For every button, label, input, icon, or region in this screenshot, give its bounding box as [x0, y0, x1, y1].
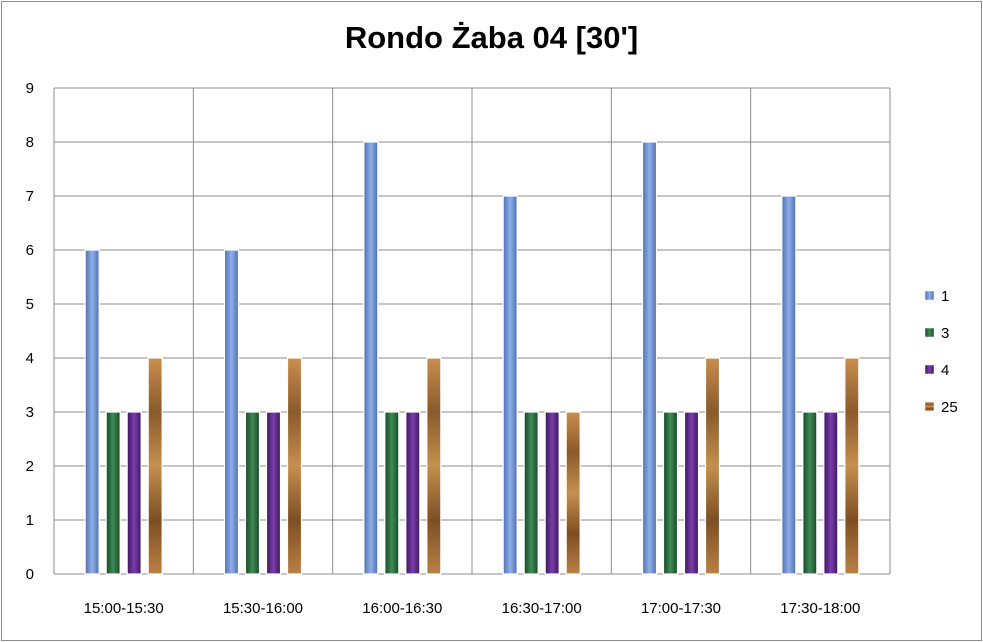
bar-series-1 — [84, 249, 100, 575]
y-tick-label: 9 — [26, 80, 34, 97]
bar-series-1 — [641, 141, 658, 575]
y-tick-label: 2 — [26, 458, 34, 475]
y-tick-label: 3 — [26, 404, 34, 421]
bar-series-1 — [363, 141, 379, 575]
bar-series-25 — [286, 357, 303, 575]
legend-label-4: 4 — [941, 362, 949, 379]
y-tick-label: 4 — [26, 350, 34, 367]
bar-series-1 — [223, 249, 240, 575]
bar-series-4 — [683, 411, 700, 575]
legend-label-25: 25 — [941, 399, 958, 416]
x-tick-label: 17:30-18:00 — [780, 600, 860, 617]
bar-series-4 — [126, 411, 142, 575]
legend-label-1: 1 — [941, 288, 949, 305]
y-tick-label: 6 — [26, 242, 34, 259]
legend-swatch-25 — [924, 401, 935, 412]
legend-swatch-4 — [924, 364, 935, 375]
x-tick-label: 15:00-15:30 — [84, 600, 164, 617]
legend-swatch-1 — [924, 290, 935, 301]
y-tick-label: 5 — [26, 296, 34, 313]
legend-label-3: 3 — [941, 325, 949, 342]
x-tick-label: 17:00-17:30 — [641, 600, 721, 617]
bar-series-4 — [265, 411, 282, 575]
y-tick-label: 0 — [26, 566, 34, 583]
bar-series-25 — [426, 357, 442, 575]
bar-series-4 — [405, 411, 421, 575]
bar-series-4 — [544, 411, 560, 575]
bar-series-25 — [565, 411, 581, 575]
legend: 1 3 4 25 — [924, 288, 958, 416]
bar-series-3 — [523, 411, 539, 575]
x-tick-label: 15:30-16:00 — [223, 600, 303, 617]
bar-series-3 — [105, 411, 121, 575]
legend-swatch-3 — [924, 327, 935, 338]
bars-layer — [84, 141, 860, 575]
x-tick-label: 16:00-16:30 — [362, 600, 442, 617]
bar-series-1 — [781, 195, 797, 575]
bar-series-25 — [844, 357, 860, 575]
chart-title: Rondo Żaba 04 [30'] — [344, 20, 639, 55]
bar-series-3 — [802, 411, 818, 575]
y-tick-label: 1 — [26, 512, 34, 529]
grid-layer — [53, 87, 891, 575]
bar-series-3 — [244, 411, 261, 575]
y-tick-label: 8 — [26, 134, 34, 151]
bar-series-25 — [147, 357, 163, 575]
bar-series-25 — [704, 357, 721, 575]
bar-series-3 — [384, 411, 400, 575]
y-tick-label: 7 — [26, 188, 34, 205]
bar-series-3 — [662, 411, 679, 575]
bar-series-4 — [823, 411, 839, 575]
x-tick-label: 16:30-17:00 — [502, 600, 582, 617]
labels-layer: 0 1 2 3 4 5 6 7 8 9 15:00-15:30 15:30-16:00 16:00-16… — [26, 80, 861, 617]
bar-series-1 — [502, 195, 518, 575]
